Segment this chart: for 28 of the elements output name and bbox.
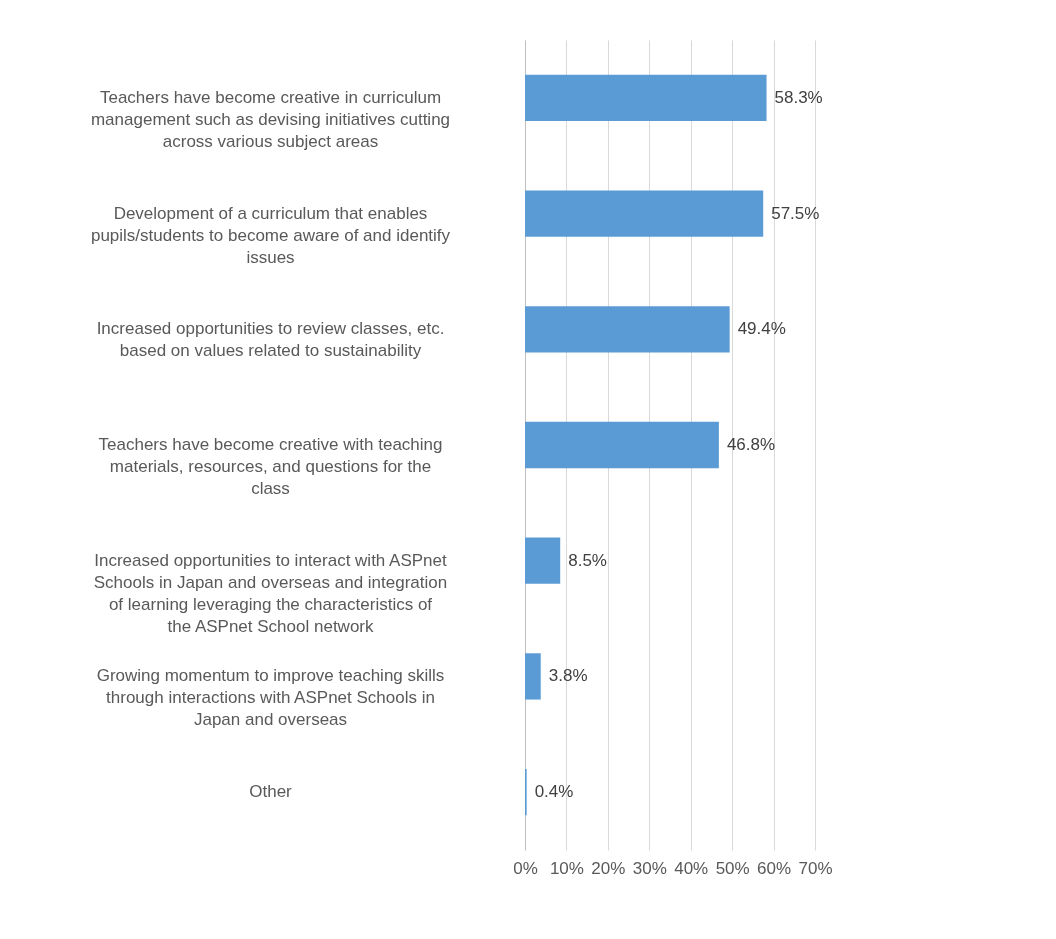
x-tick-label: 0% [513, 858, 538, 878]
y-tick-label: Development of a curriculum that enables pupils/students to become aware of and identify issues [90, 203, 451, 267]
data-label: 46.8% [726, 435, 776, 454]
y-tick-label: Increased opportunities to interact with ASPnet Schools in Japan and overseas and integration of learning leveraging the characteristics of the ASPnet School network [93, 550, 448, 636]
bar [525, 653, 541, 700]
bar [525, 74, 767, 121]
y-tick-label: Teachers have become creative in curriculum management such as devising initiatives cutting across various subject areas [90, 87, 451, 151]
x-tick-label: 60% [757, 858, 792, 878]
x-tick-label: 10% [549, 858, 584, 878]
data-label: 3.8% [548, 666, 588, 686]
x-tick-label: 70% [798, 858, 833, 878]
x-tick-label: 30% [632, 858, 667, 878]
data-label: 57.5% [771, 203, 820, 223]
data-label: 0.4% [534, 782, 574, 802]
x-tick-label: 50% [715, 858, 750, 878]
y-tick-label: Teachers have become creative with teaching materials, resources, and questions for the class [98, 435, 443, 498]
data-label: 58.3% [774, 87, 823, 107]
data-label: 8.5% [568, 550, 607, 570]
bar [525, 421, 719, 469]
y-tick-label: Increased opportunities to review classes, etc. based on values related to sustainability [96, 319, 445, 361]
y-tick-label: Other [249, 782, 293, 802]
bar [525, 306, 730, 353]
data-label: 49.4% [737, 319, 786, 339]
bar [525, 190, 764, 237]
y-tick-label: Growing momentum to improve teaching skills through interactions with ASPnet Schools in Japan and overseas [96, 666, 445, 730]
x-tick-label: 20% [591, 858, 626, 878]
x-tick-label: 40% [674, 858, 709, 878]
bar [525, 537, 561, 584]
